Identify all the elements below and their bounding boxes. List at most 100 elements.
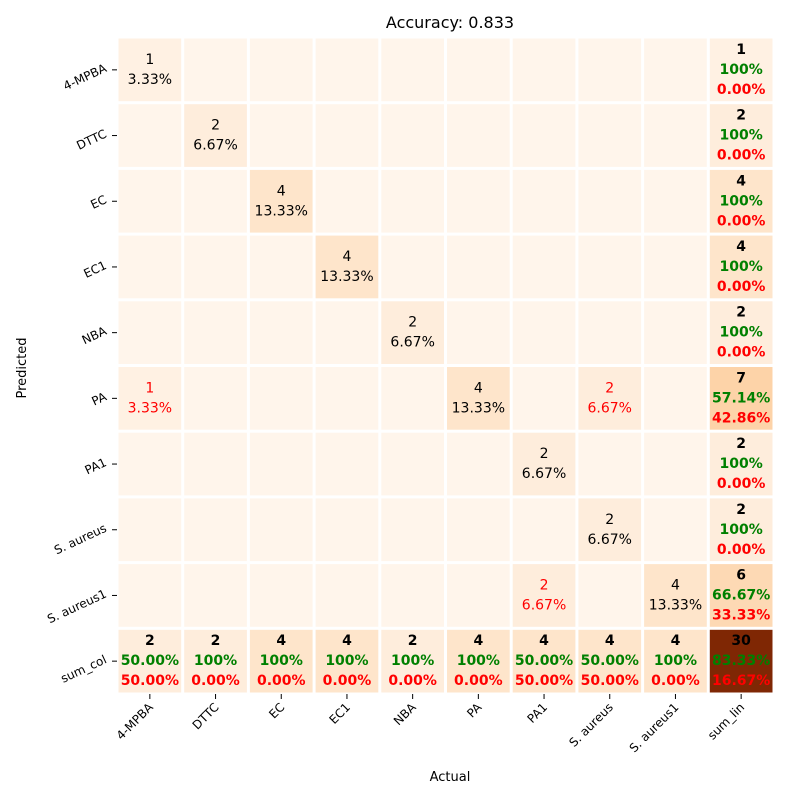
col-total-2-label-1: 100% bbox=[260, 653, 303, 669]
row-total-3 bbox=[709, 235, 773, 299]
cell-4-1 bbox=[184, 301, 247, 364]
y-tick-label-6: PA1 bbox=[83, 455, 109, 477]
cell-1-4 bbox=[381, 104, 444, 167]
row-total-7-label-1: 100% bbox=[720, 522, 763, 538]
cell-6-2 bbox=[249, 432, 313, 496]
cell-0-8 bbox=[644, 38, 707, 102]
cell-5-1 bbox=[184, 367, 247, 430]
cell-1-0 bbox=[118, 104, 182, 167]
cell-2-6 bbox=[512, 169, 576, 233]
col-total-4-label-1: 100% bbox=[391, 653, 434, 669]
cell-6-7 bbox=[578, 432, 642, 496]
cell-4-0 bbox=[118, 301, 182, 364]
col-total-6 bbox=[512, 629, 576, 693]
x-tick-label-5: PA bbox=[464, 700, 485, 721]
cell-5-6 bbox=[512, 367, 576, 430]
cell-4-7 bbox=[578, 301, 642, 364]
col-total-3 bbox=[315, 629, 379, 693]
row-total-1-label-0: 2 bbox=[736, 108, 746, 124]
cell-percent-5-7: 6.67% bbox=[588, 400, 632, 416]
cell-1-6 bbox=[512, 104, 576, 167]
cell-6-5 bbox=[447, 432, 510, 496]
cell-count-5-7: 2 bbox=[605, 380, 614, 396]
row-total-6 bbox=[709, 432, 773, 496]
cell-8-5 bbox=[447, 564, 510, 627]
grand-total-label-0: 30 bbox=[731, 633, 751, 649]
row-total-1 bbox=[709, 104, 773, 167]
row-total-1-label-1: 100% bbox=[720, 128, 763, 144]
row-total-3-label-0: 4 bbox=[736, 239, 746, 255]
col-total-0-label-2: 50.00% bbox=[121, 673, 179, 689]
cell-count-0-0: 1 bbox=[145, 52, 154, 68]
cell-0-1 bbox=[184, 38, 247, 102]
cell-percent-4-4: 6.67% bbox=[390, 335, 434, 351]
cell-percent-3-3: 13.33% bbox=[320, 269, 373, 285]
cell-1-3 bbox=[315, 104, 379, 167]
cell-4-3 bbox=[315, 301, 379, 364]
col-total-8-label-1: 100% bbox=[654, 653, 697, 669]
col-total-1-label-0: 2 bbox=[211, 633, 221, 649]
row-total-2-label-2: 0.00% bbox=[717, 213, 766, 229]
col-total-1-label-1: 100% bbox=[194, 653, 237, 669]
cell-7-8 bbox=[644, 498, 707, 562]
cell-5-3 bbox=[315, 367, 379, 430]
y-tick-label-1: DTTC bbox=[74, 127, 108, 153]
x-axis-ticks: 4-MPBA DTTC EC EC1 NBA PA PA1 S. aureus S. aureu… bbox=[114, 694, 747, 755]
row-total-8-label-1: 66.67% bbox=[712, 587, 770, 603]
cell-percent-1-1: 6.67% bbox=[193, 138, 237, 154]
cell-8-6 bbox=[512, 564, 576, 627]
y-tick-label-9: sum_col bbox=[59, 652, 109, 685]
row-total-1-label-2: 0.00% bbox=[717, 148, 766, 164]
cell-3-3 bbox=[315, 235, 379, 299]
col-total-8-label-2: 0.00% bbox=[651, 673, 700, 689]
col-total-5-label-1: 100% bbox=[457, 653, 500, 669]
chart-title: Accuracy: 0.833 bbox=[386, 13, 514, 32]
col-total-6-label-0: 4 bbox=[539, 633, 549, 649]
y-tick-label-3: EC1 bbox=[81, 258, 108, 281]
row-total-4-label-0: 2 bbox=[736, 305, 746, 321]
cell-5-4 bbox=[381, 367, 444, 430]
cell-6-0 bbox=[118, 432, 182, 496]
cell-5-7 bbox=[578, 367, 642, 430]
col-total-6-label-1: 50.00% bbox=[515, 653, 573, 669]
cell-4-5 bbox=[447, 301, 510, 364]
col-total-8-label-0: 4 bbox=[671, 633, 681, 649]
col-total-1-label-2: 0.00% bbox=[191, 673, 240, 689]
col-total-7-label-2: 50.00% bbox=[581, 673, 639, 689]
cell-5-2 bbox=[249, 367, 313, 430]
row-total-0-label-1: 100% bbox=[720, 62, 763, 78]
row-total-6-label-2: 0.00% bbox=[717, 476, 766, 492]
cell-7-6 bbox=[512, 498, 576, 562]
row-total-2-label-0: 4 bbox=[736, 173, 746, 189]
col-total-2 bbox=[249, 629, 313, 693]
y-tick-label-2: EC bbox=[88, 192, 108, 211]
x-tick-label-4: NBA bbox=[391, 700, 419, 728]
cell-percent-5-0: 3.33% bbox=[128, 400, 172, 416]
y-axis-ticks: 4-MPBA DTTC EC EC1 NBA PA PA1 S. aureus S. aureu… bbox=[45, 61, 117, 686]
cell-8-3 bbox=[315, 564, 379, 627]
cell-count-4-4: 2 bbox=[408, 315, 417, 331]
cell-2-3 bbox=[315, 169, 379, 233]
cell-percent-5-5: 13.33% bbox=[452, 400, 505, 416]
cell-0-6 bbox=[512, 38, 576, 102]
cell-3-0 bbox=[118, 235, 182, 299]
y-tick-label-7: S. aureus bbox=[52, 521, 109, 557]
cell-6-8 bbox=[644, 432, 707, 496]
row-total-3-label-1: 100% bbox=[720, 259, 763, 275]
cell-percent-7-7: 6.67% bbox=[588, 532, 632, 548]
x-axis-label: Actual bbox=[430, 770, 471, 785]
cell-0-5 bbox=[447, 38, 510, 102]
grand-total-label-1: 83.33% bbox=[712, 653, 770, 669]
row-total-3-label-2: 0.00% bbox=[717, 279, 766, 295]
cell-7-3 bbox=[315, 498, 379, 562]
cell-7-5 bbox=[447, 498, 510, 562]
cell-1-8 bbox=[644, 104, 707, 167]
cell-3-8 bbox=[644, 235, 707, 299]
col-total-5 bbox=[447, 629, 510, 693]
cell-5-8 bbox=[644, 367, 707, 430]
cell-5-5 bbox=[447, 367, 510, 430]
cell-2-2 bbox=[249, 169, 313, 233]
row-total-5 bbox=[709, 367, 773, 430]
cell-0-0 bbox=[118, 38, 182, 102]
